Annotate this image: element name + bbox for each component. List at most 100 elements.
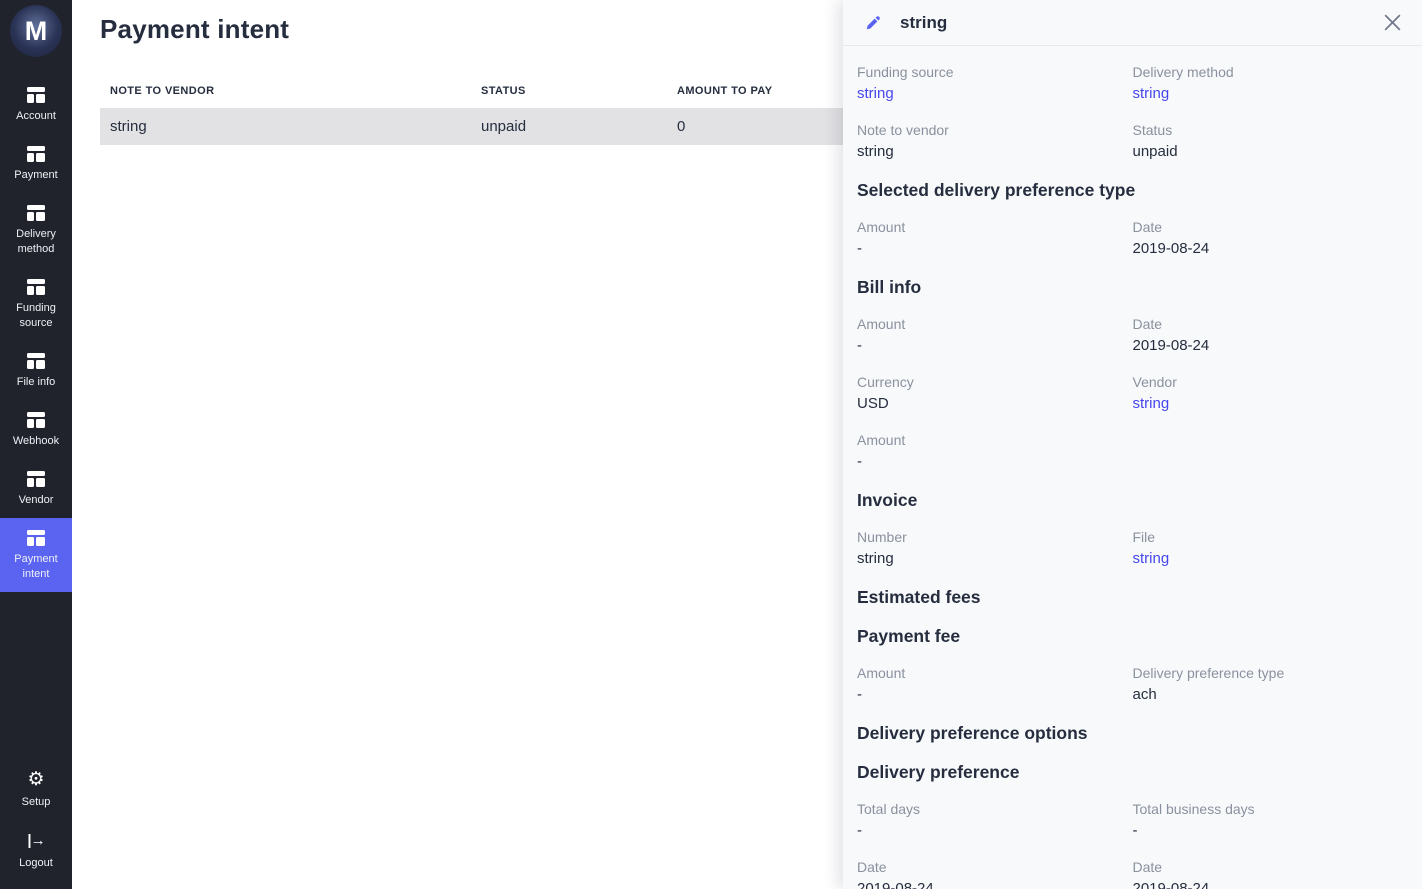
field-value-link[interactable]: string bbox=[1132, 395, 1170, 412]
field: Number string bbox=[857, 529, 1133, 568]
field-value-link[interactable]: string bbox=[857, 85, 894, 102]
field-label: Date bbox=[1132, 859, 1163, 875]
sidebar-item-label: File info bbox=[16, 376, 56, 388]
field-value: - bbox=[857, 822, 862, 839]
field-value: - bbox=[857, 337, 862, 354]
sidebar-item-label: Payment intent bbox=[14, 553, 58, 580]
field-value: - bbox=[1132, 822, 1138, 839]
sidebar: M Account Payment Delivery method Funding s… bbox=[0, 0, 72, 889]
table-cell: string bbox=[110, 118, 147, 135]
column-header: Amount to pay bbox=[677, 85, 773, 97]
table-row[interactable]: string unpaid 0 bbox=[100, 108, 843, 145]
field: Date 2019-08-24 bbox=[1133, 219, 1409, 258]
sidebar-item-payment[interactable]: Payment bbox=[0, 134, 72, 193]
field-row: Total days - Total business days - bbox=[857, 801, 1408, 840]
field: Status unpaid bbox=[1133, 122, 1409, 161]
field-label: Status bbox=[1132, 122, 1173, 138]
sidebar-item-funding-source[interactable]: Funding source bbox=[0, 267, 72, 341]
sidebar-item-label: Vendor bbox=[18, 494, 54, 506]
field-value: 2019-08-24 bbox=[1132, 880, 1210, 889]
field-label: Delivery method bbox=[1132, 64, 1234, 80]
field-row: Number string File string bbox=[857, 529, 1408, 568]
field-label: Note to vendor bbox=[857, 122, 949, 138]
detail-panel: string Funding source string Delivery meth… bbox=[843, 0, 1422, 889]
field-value-link[interactable]: string bbox=[1132, 85, 1170, 102]
detail-panel-header: string bbox=[843, 0, 1422, 46]
app-logo-letter: M bbox=[24, 15, 48, 46]
column-header: Note to vendor bbox=[110, 85, 215, 97]
close-icon[interactable] bbox=[1380, 11, 1404, 35]
section-heading: Selected delivery preference type bbox=[857, 180, 1136, 200]
field: Funding source string bbox=[857, 64, 1133, 103]
sidebar-item-label: Logout bbox=[19, 857, 53, 869]
sidebar-item-label: Account bbox=[16, 110, 56, 122]
sidebar-item-webhook[interactable]: Webhook bbox=[0, 400, 72, 459]
gear-icon: ⚙ bbox=[27, 769, 45, 790]
field-value: - bbox=[857, 453, 862, 470]
field-label: Total business days bbox=[1132, 801, 1255, 817]
sidebar-item-account[interactable]: Account bbox=[0, 75, 72, 134]
field-value: - bbox=[857, 240, 862, 257]
sidebar-item-vendor[interactable]: Vendor bbox=[0, 459, 72, 518]
field-value: unpaid bbox=[1132, 143, 1178, 160]
field-label: Date bbox=[1132, 219, 1163, 235]
field: Date 2019-08-24 bbox=[857, 859, 1133, 889]
table-icon bbox=[27, 412, 45, 428]
table-icon bbox=[27, 87, 45, 103]
sidebar-item-label: Delivery method bbox=[16, 228, 56, 255]
field-row: Funding source string Delivery method strin… bbox=[857, 64, 1408, 103]
table-icon bbox=[27, 146, 45, 162]
sidebar-item-setup[interactable]: ⚙ Setup bbox=[0, 759, 72, 820]
detail-panel-body: Funding source string Delivery method strin… bbox=[843, 46, 1422, 889]
table-cell: unpaid bbox=[481, 118, 527, 135]
column-header: Status bbox=[481, 85, 526, 97]
field-label: Amount bbox=[857, 432, 906, 448]
sidebar-item-label: Webhook bbox=[12, 435, 60, 447]
field: Date 2019-08-24 bbox=[1133, 859, 1409, 889]
field: Vendor string bbox=[1133, 374, 1409, 413]
field-row: Amount - Date 2019-08-24 bbox=[857, 316, 1408, 355]
field-label: Date bbox=[857, 859, 887, 875]
field-label: Date bbox=[1132, 316, 1163, 332]
field: File string bbox=[1133, 529, 1409, 568]
section-heading: Bill info bbox=[857, 277, 922, 297]
field-label: Funding source bbox=[857, 64, 954, 80]
table-cell: 0 bbox=[677, 118, 686, 135]
field-label: Amount bbox=[857, 219, 906, 235]
app-logo[interactable]: M bbox=[10, 5, 62, 57]
sidebar-item-label: Setup bbox=[21, 796, 51, 808]
section-heading: Estimated fees bbox=[857, 587, 981, 607]
sidebar-nav: Account Payment Delivery method Funding sou… bbox=[0, 75, 72, 592]
field-row: Amount - bbox=[857, 432, 1408, 471]
field-row: Date 2019-08-24 Date 2019-08-24 bbox=[857, 859, 1408, 889]
field-value: 2019-08-24 bbox=[857, 880, 934, 889]
sidebar-item-label: Payment bbox=[14, 169, 58, 181]
field: Amount - bbox=[857, 316, 1133, 355]
field: Amount - bbox=[857, 665, 1133, 704]
field: Note to vendor string bbox=[857, 122, 1133, 161]
field-value: ach bbox=[1132, 686, 1157, 703]
section-heading: Delivery preference options bbox=[857, 723, 1088, 743]
field: Delivery method string bbox=[1133, 64, 1409, 103]
logout-icon: |→ bbox=[27, 832, 45, 849]
payment-intent-table: Note to vendor Status Amount to pay string… bbox=[100, 75, 843, 145]
table-header-row: Note to vendor Status Amount to pay bbox=[100, 75, 843, 108]
section-heading: Delivery preference bbox=[857, 762, 1020, 782]
pencil-icon[interactable] bbox=[865, 15, 881, 31]
field: Total days - bbox=[857, 801, 1133, 840]
field-value: - bbox=[857, 686, 862, 703]
field-row: Note to vendor string Status unpaid bbox=[857, 122, 1408, 161]
sidebar-item-logout[interactable]: |→ Logout bbox=[0, 820, 72, 881]
sidebar-item-payment-intent[interactable]: Payment intent bbox=[0, 518, 72, 592]
sidebar-item-file-info[interactable]: File info bbox=[0, 341, 72, 400]
field-value: 2019-08-24 bbox=[1132, 337, 1210, 354]
field-row: Amount - Date 2019-08-24 bbox=[857, 219, 1408, 258]
field-value: 2019-08-24 bbox=[1132, 240, 1210, 257]
sidebar-item-delivery-method[interactable]: Delivery method bbox=[0, 193, 72, 267]
field-value-link[interactable]: string bbox=[1132, 550, 1170, 567]
field: Date 2019-08-24 bbox=[1133, 316, 1409, 355]
table-icon bbox=[27, 353, 45, 369]
field: Amount - bbox=[857, 219, 1133, 258]
field-row: Currency USD Vendor string bbox=[857, 374, 1408, 413]
